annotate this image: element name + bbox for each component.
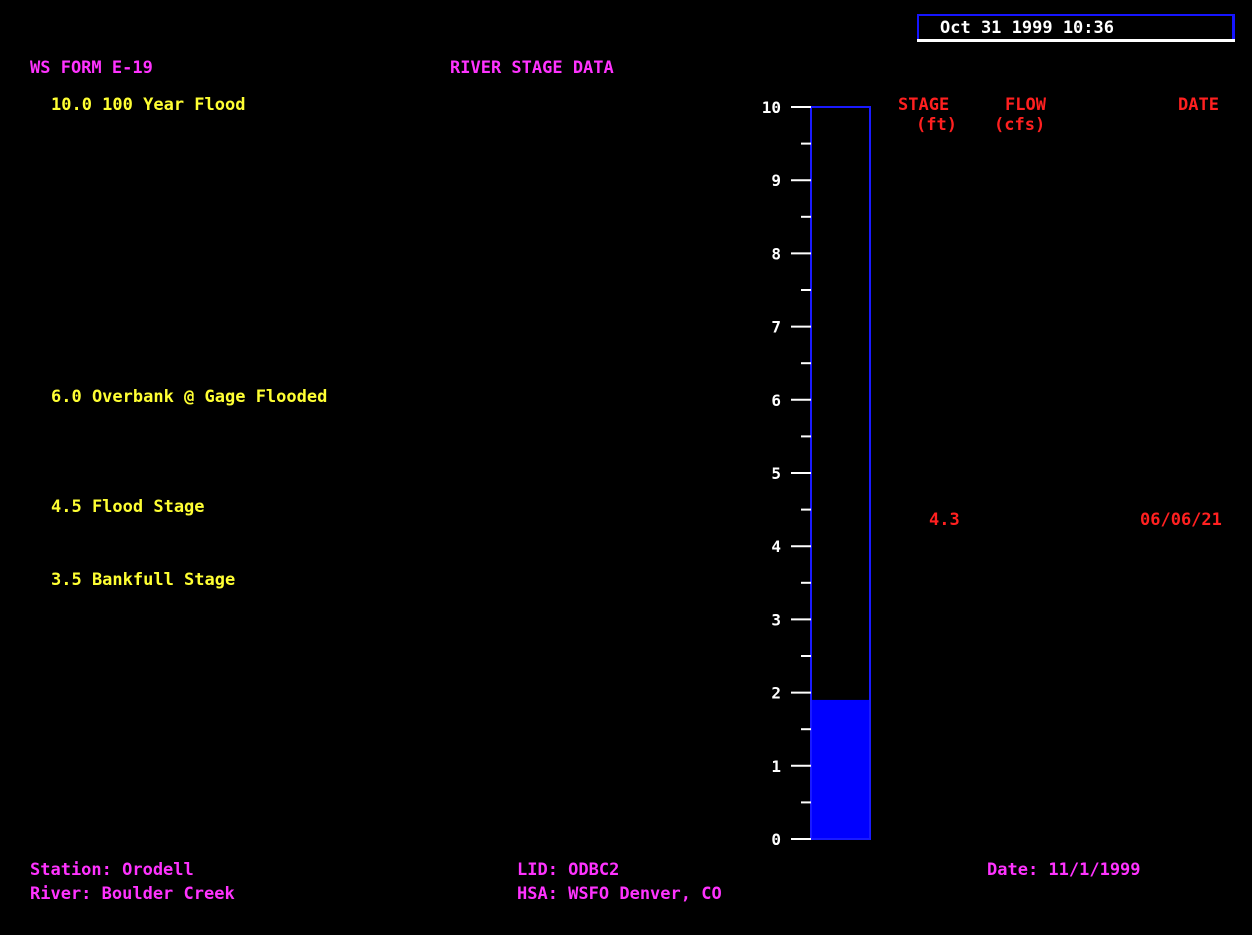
report-date: Date: 11/1/1999	[987, 860, 1141, 880]
col-header-flow-unit: (cfs)	[994, 115, 1046, 135]
page-title: RIVER STAGE DATA	[450, 58, 614, 78]
y-tick-label: 9	[771, 171, 781, 190]
y-tick-label: 2	[771, 684, 781, 703]
col-header-stage: STAGE	[898, 95, 950, 115]
y-tick-label: 0	[771, 830, 781, 849]
stage-marker-label: 3.5 Bankfull Stage	[51, 570, 236, 590]
station-name: Station: Orodell	[30, 860, 194, 880]
y-tick-label: 10	[762, 98, 781, 117]
y-tick-label: 6	[771, 391, 781, 410]
y-tick-label: 4	[771, 537, 781, 556]
row-stage-value: 4.3	[929, 510, 960, 530]
y-tick-label: 1	[771, 757, 781, 776]
current-datetime: Oct 31 1999 10:36	[940, 18, 1114, 38]
row-date-value: 06/06/21	[1140, 510, 1222, 530]
y-tick-label: 7	[771, 318, 781, 337]
col-header-stage-unit: (ft)	[916, 115, 957, 135]
location-id: LID: ODBC2	[517, 860, 620, 880]
river-name: River: Boulder Creek	[30, 884, 235, 904]
y-tick-label: 3	[771, 610, 781, 629]
form-id: WS FORM E-19	[30, 58, 153, 78]
stage-marker-label: 6.0 Overbank @ Gage Flooded	[51, 387, 328, 407]
col-header-flow: FLOW	[1005, 95, 1046, 115]
stage-marker-label: 4.5 Flood Stage	[51, 497, 205, 517]
hydrologic-service-area: HSA: WSFO Denver, CO	[517, 884, 722, 904]
datetime-box	[917, 14, 1235, 42]
stage-marker-label: 10.0 100 Year Flood	[51, 95, 246, 115]
stage-level-bar	[811, 699, 870, 839]
y-tick-label: 8	[771, 244, 781, 263]
y-tick-label: 5	[771, 464, 781, 483]
col-header-date: DATE	[1178, 95, 1219, 115]
